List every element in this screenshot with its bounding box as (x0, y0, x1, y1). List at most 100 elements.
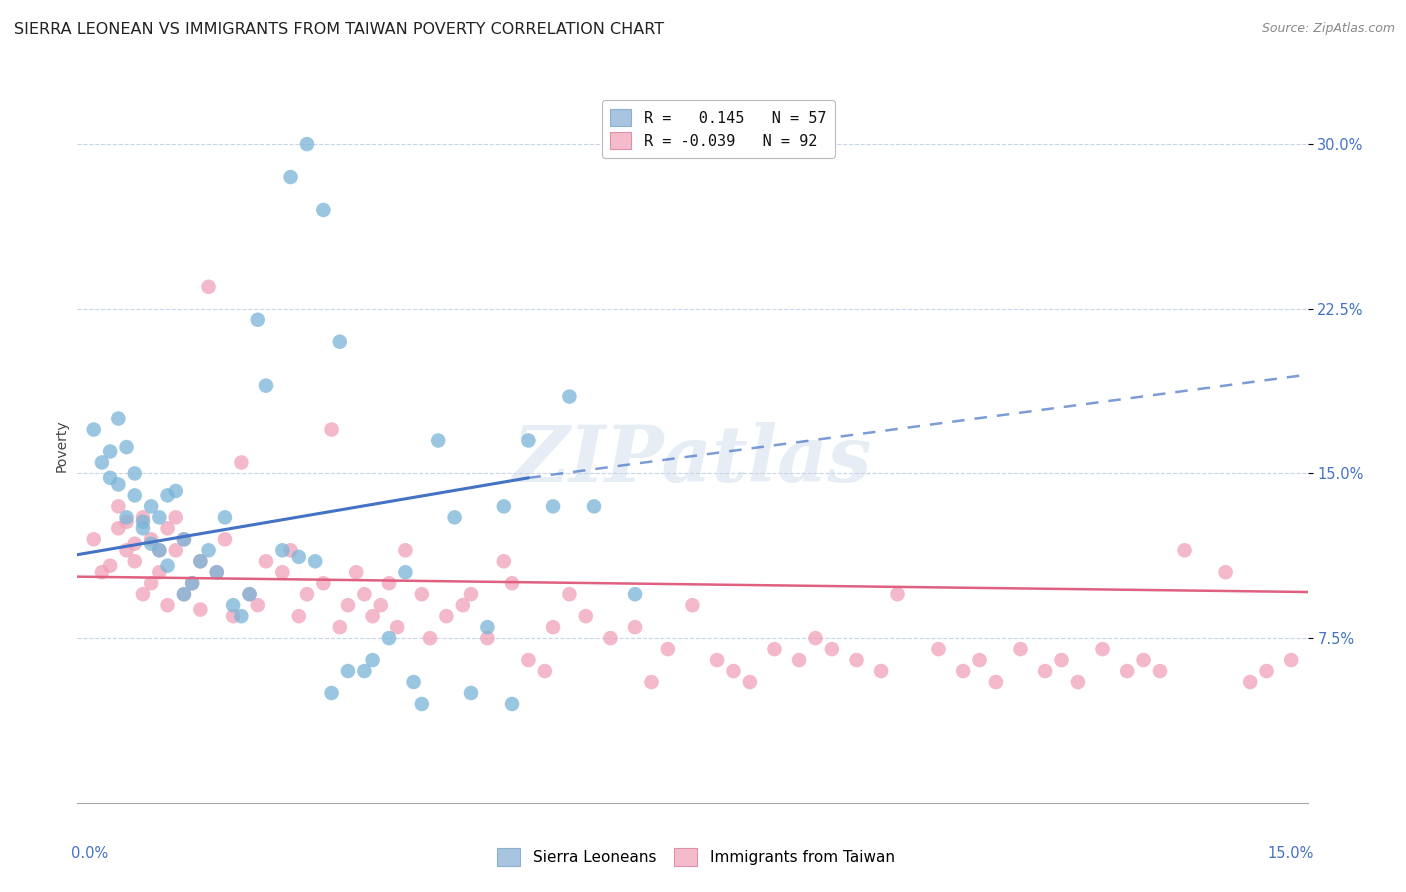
Point (558, 390, 581, 404)
Point (173, 533, 195, 547)
Point (280, 543, 302, 558)
Point (231, 455, 253, 469)
Point (624, 587, 647, 601)
Point (271, 543, 294, 558)
Point (188, 554, 212, 568)
Point (492, 554, 515, 568)
Point (477, 620, 499, 634)
Point (886, 587, 908, 601)
Point (98, 444, 121, 458)
Text: 0.0%: 0.0% (72, 846, 108, 861)
Point (173, 587, 195, 601)
Point (1149, 664, 1171, 678)
Point (344, 566, 367, 580)
Point (492, 500, 515, 514)
Point (214, 533, 236, 547)
Point (804, 631, 827, 645)
Point (132, 515, 155, 529)
Point (558, 587, 581, 601)
Point (321, 686, 343, 700)
Point (188, 554, 212, 568)
Point (107, 521, 129, 535)
Point (83, 423, 105, 437)
Point (984, 675, 1007, 690)
Point (1091, 642, 1114, 657)
Point (329, 620, 352, 634)
Text: Source: ZipAtlas.com: Source: ZipAtlas.com (1261, 22, 1395, 36)
Point (173, 587, 195, 601)
Point (517, 434, 540, 448)
Point (304, 554, 326, 568)
Point (451, 598, 474, 612)
Point (460, 587, 482, 601)
Point (222, 598, 245, 612)
Point (295, 137, 318, 152)
Point (197, 280, 219, 294)
Point (98, 558, 121, 573)
Point (181, 576, 204, 591)
Point (583, 500, 606, 514)
Point (763, 642, 786, 657)
Point (124, 467, 146, 481)
Text: 15.0%: 15.0% (1267, 846, 1313, 861)
Point (706, 653, 728, 667)
Point (361, 609, 384, 624)
Point (624, 620, 647, 634)
Point (337, 664, 360, 678)
Point (312, 576, 335, 591)
Point (271, 566, 294, 580)
Point (394, 566, 416, 580)
Point (821, 642, 844, 657)
Point (83, 533, 105, 547)
Point (419, 631, 441, 645)
Point (477, 631, 499, 645)
Point (141, 537, 163, 551)
Point (738, 675, 761, 690)
Point (541, 500, 564, 514)
Point (141, 500, 163, 514)
Point (165, 510, 187, 524)
Point (501, 697, 523, 711)
Point (329, 334, 352, 349)
Point (173, 533, 195, 547)
Point (148, 510, 170, 524)
Point (1067, 675, 1090, 690)
Point (353, 587, 375, 601)
Point (1279, 653, 1302, 667)
Point (239, 587, 262, 601)
Point (132, 521, 155, 535)
Legend: Sierra Leoneans, Immigrants from Taiwan: Sierra Leoneans, Immigrants from Taiwan (489, 841, 903, 873)
Point (312, 202, 335, 217)
Point (205, 566, 228, 580)
Point (1215, 566, 1237, 580)
Point (1174, 543, 1197, 558)
Point (222, 609, 245, 624)
Point (132, 510, 155, 524)
Point (124, 537, 146, 551)
Point (321, 423, 343, 437)
Point (288, 609, 311, 624)
Point (541, 620, 564, 634)
Point (156, 598, 179, 612)
Point (107, 500, 129, 514)
Point (378, 576, 401, 591)
Y-axis label: Poverty: Poverty (55, 420, 69, 472)
Point (156, 521, 179, 535)
Point (370, 598, 392, 612)
Point (969, 653, 991, 667)
Point (599, 631, 621, 645)
Point (141, 576, 163, 591)
Text: SIERRA LEONEAN VS IMMIGRANTS FROM TAIWAN POVERTY CORRELATION CHART: SIERRA LEONEAN VS IMMIGRANTS FROM TAIWAN… (14, 22, 664, 37)
Point (115, 440, 138, 454)
Point (254, 378, 277, 392)
Point (378, 631, 401, 645)
Point (353, 664, 375, 678)
Point (1239, 675, 1261, 690)
Point (1033, 664, 1056, 678)
Point (1132, 653, 1154, 667)
Point (165, 483, 187, 498)
Point (148, 566, 170, 580)
Point (205, 566, 228, 580)
Point (501, 576, 523, 591)
Point (952, 664, 974, 678)
